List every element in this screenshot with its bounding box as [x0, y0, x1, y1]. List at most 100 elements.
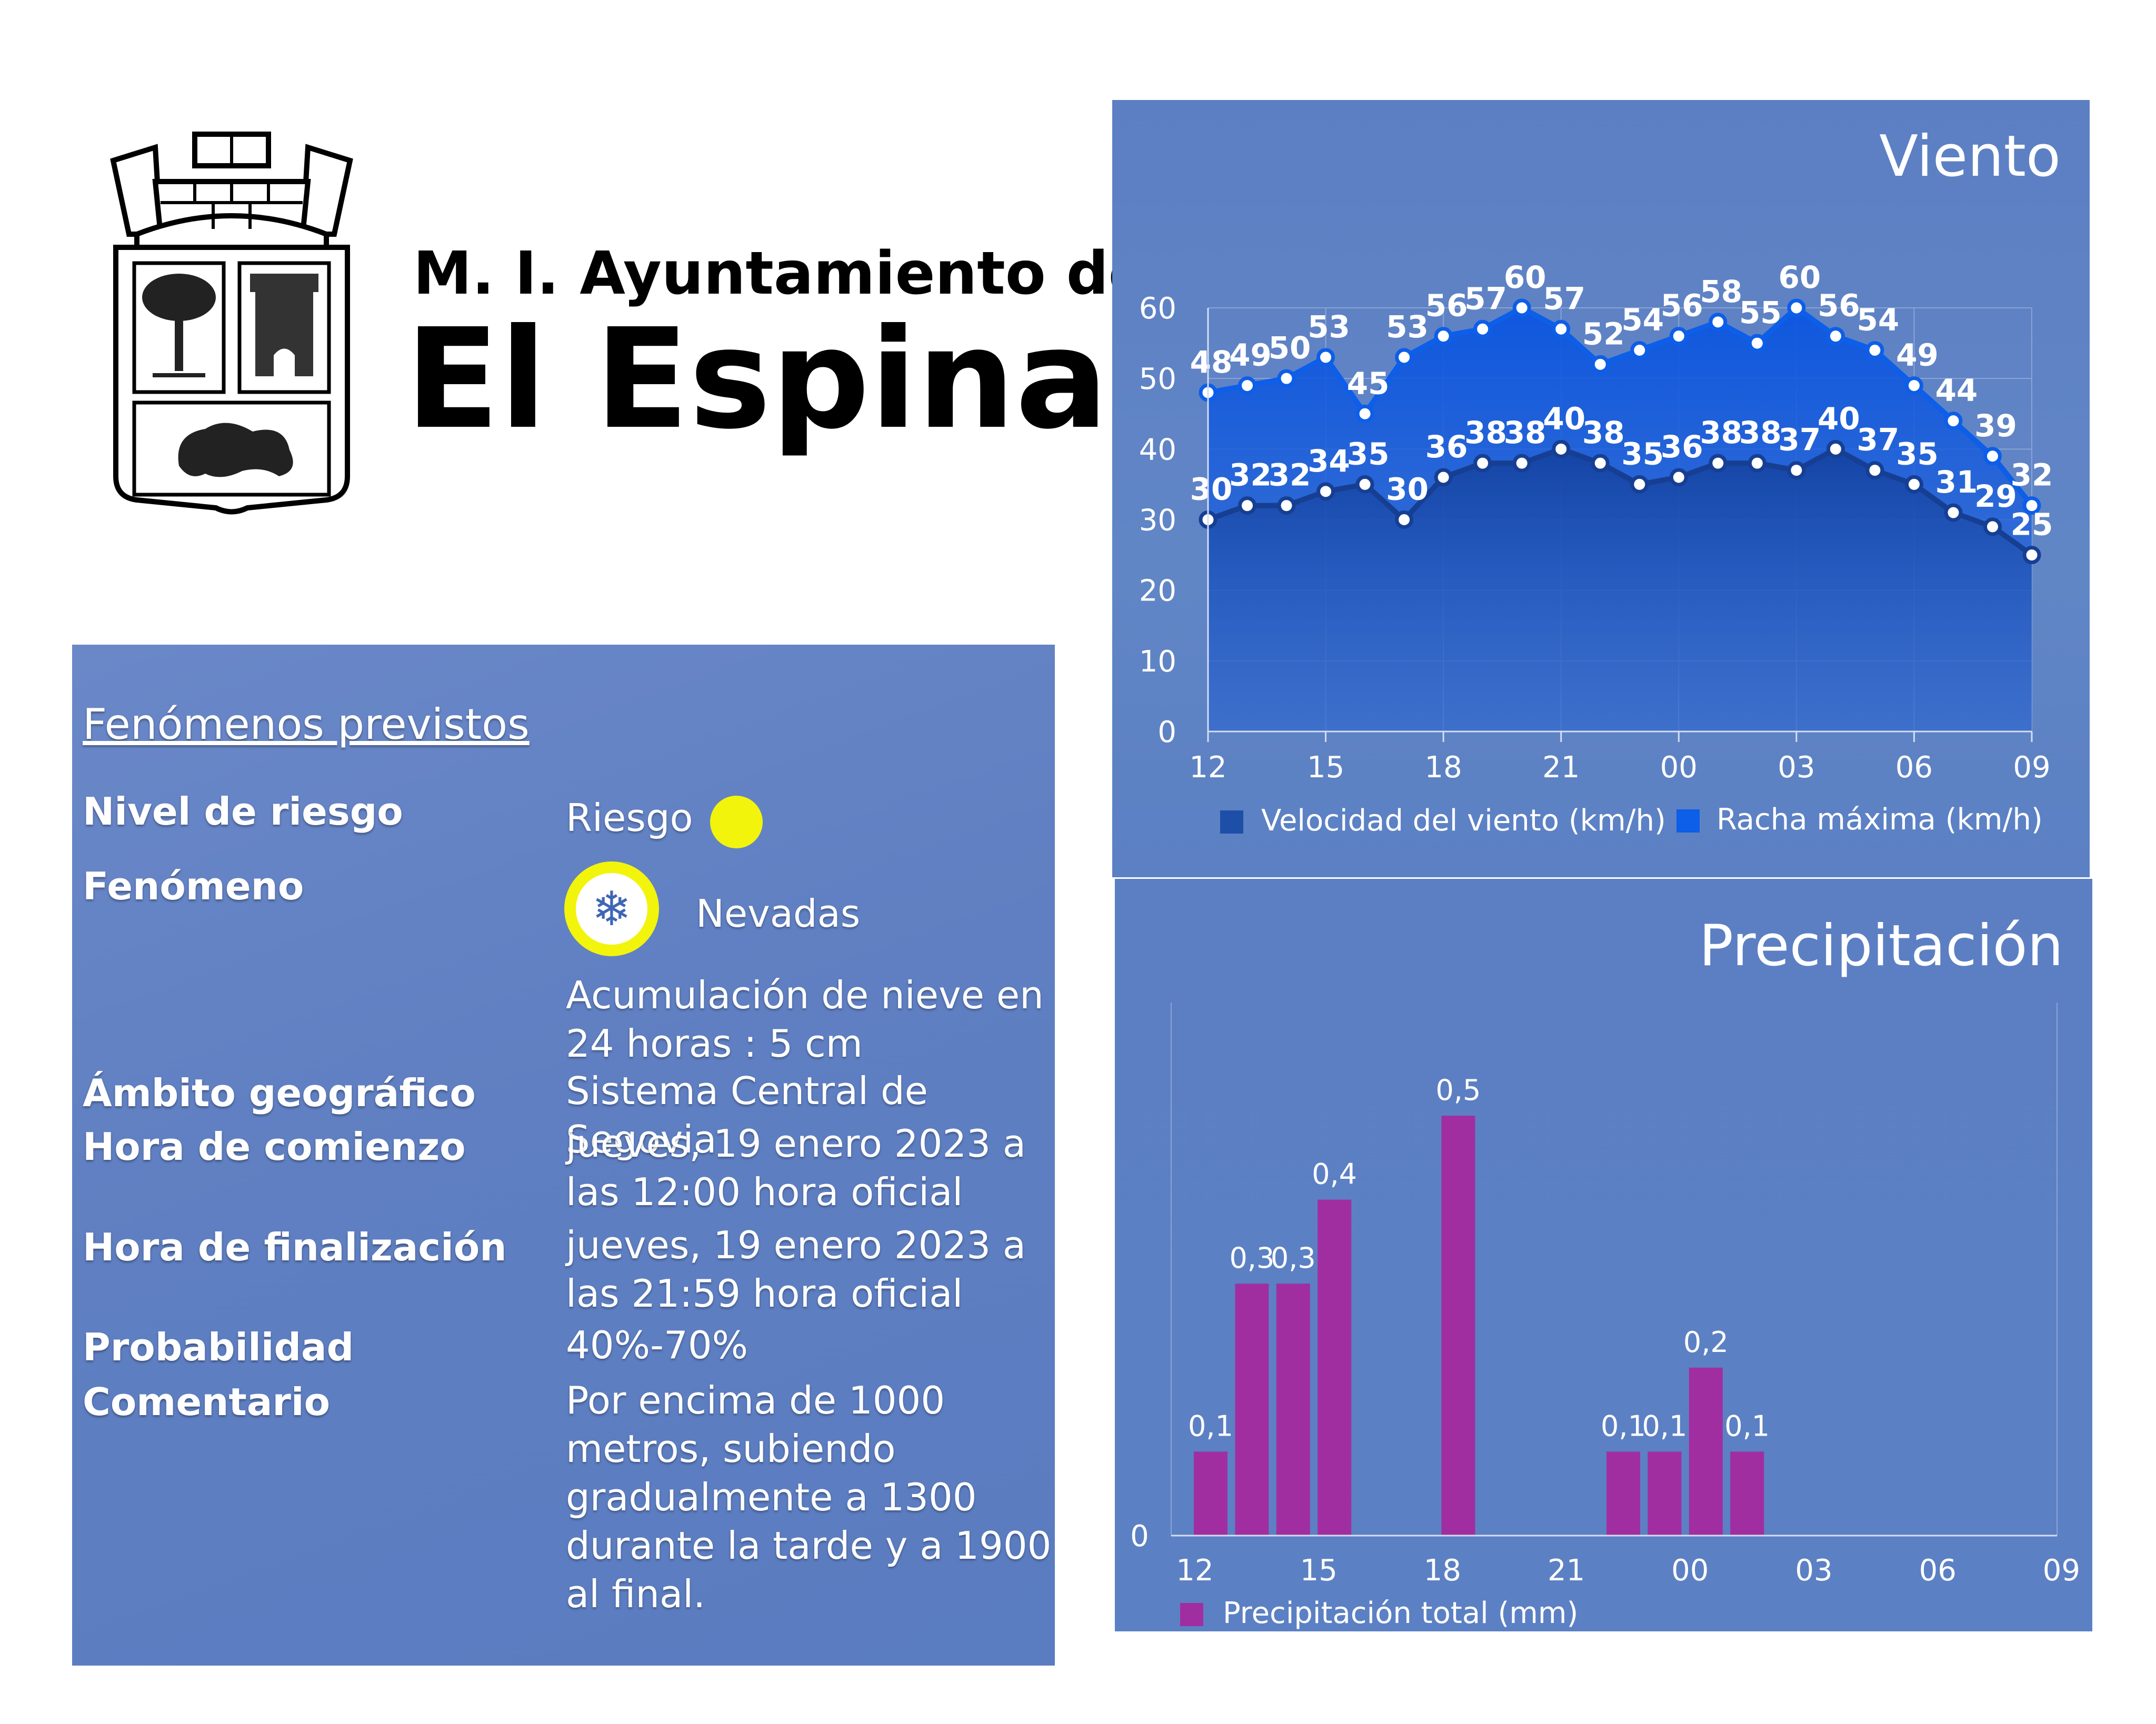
max-gust-line [1207, 304, 2034, 507]
max-gust-point [1434, 327, 1453, 346]
wind-chart: 4849505345535657605752545658556056544944… [1139, 259, 2053, 838]
wind-speed-point [1630, 475, 1649, 494]
precipitation-data-label: 0,1 [1601, 1409, 1646, 1442]
value-risk-level: Riesgo [566, 794, 1061, 842]
precipitation-data-label: 0,1 [1724, 1409, 1770, 1442]
wind-speed-data-label: 35 [1347, 436, 1390, 472]
wind-speed-point [1473, 454, 1492, 473]
legend-swatch-max-gust [1676, 809, 1700, 833]
wind-speed-data-label: 40 [1543, 400, 1585, 436]
wind-speed-point [1669, 468, 1688, 487]
max-gust-data-label: 56 [1661, 288, 1703, 324]
precipitation-bar [1194, 1451, 1227, 1536]
max-gust-data-label: 54 [1621, 302, 1664, 338]
precipitation-data-label: 0,3 [1271, 1241, 1316, 1275]
max-gust-data-label: 49 [1896, 337, 1939, 373]
max-gust-point [1355, 404, 1374, 423]
max-gust-data-label: 57 [1543, 280, 1585, 316]
precip-xtick-label: 21 [1548, 1553, 1585, 1588]
value-probability: 40%-70% [566, 1323, 748, 1367]
wind-speed-point [1355, 475, 1374, 494]
max-gust-point [1630, 341, 1649, 359]
precipitation-bar [1606, 1451, 1640, 1536]
precipitation-data-label: 0,4 [1312, 1158, 1357, 1191]
max-gust-data-label: 60 [1504, 259, 1546, 295]
wind-speed-point [1944, 503, 1963, 522]
wind-ytick-label: 60 [1139, 292, 1176, 326]
wind-chart-panel: Viento 48 49 50 53 45 53 56 57 60 57 52 54 56 58 55 60 5… [1112, 100, 2090, 877]
precipitation-data-label: 0,2 [1683, 1326, 1729, 1359]
max-gust-point [1473, 319, 1492, 338]
max-gust-point [1748, 334, 1766, 353]
max-gust-data-label: 44 [1935, 373, 1978, 408]
wind-speed-data-label: 37 [1857, 422, 1900, 458]
max-gust-data-label: 50 [1269, 330, 1311, 366]
max-gust-point [1512, 298, 1531, 317]
info-title: Fenómenos previstos [83, 700, 530, 749]
precipitation-data-label: 0,3 [1229, 1241, 1274, 1275]
max-gust-point [1983, 447, 2002, 466]
precipitation-bar [1441, 1116, 1475, 1536]
wind-xtick-label: 18 [1425, 750, 1462, 785]
max-gust-point [1904, 376, 1923, 395]
label-geographic-scope: Ámbito geográfico [83, 1071, 476, 1115]
wind-speed-point [1709, 454, 1728, 473]
risk-text: Riesgo [566, 796, 693, 840]
label-phenomenon: Fenómeno [83, 864, 304, 908]
wind-speed-point [1434, 468, 1453, 487]
header-title: El Espinar [405, 299, 1176, 459]
wind-speed-point [1552, 439, 1571, 458]
precipitation-chart: 0,10,30,30,40,50,10,10,20,1 012 15 18 21 00 0… [1130, 1003, 2080, 1630]
max-gust-point [1238, 376, 1257, 395]
legend-swatch-precipitation [1180, 1603, 1203, 1626]
precip-xtick-label: 06 [1919, 1553, 1957, 1588]
value-snow-accumulation: Acumulación de nieve en 24 horas : 5 cm [566, 973, 1044, 1066]
wind-speed-line [1207, 446, 2033, 557]
wind-ytick-label: 20 [1139, 574, 1176, 608]
wind-xtick-label: 03 [1778, 750, 1815, 785]
wind-speed-data-label: 38 [1582, 415, 1625, 450]
wind-ytick-label: 40 [1139, 433, 1176, 467]
wind-xtick-label: 06 [1895, 750, 1933, 785]
wind-speed-point [1787, 461, 1806, 480]
precip-xtick-label: 03 [1795, 1553, 1832, 1588]
wind-speed-data-label: 38 [1700, 415, 1742, 450]
label-probability: Probabilidad [83, 1325, 354, 1369]
precipitation-bar [1648, 1451, 1682, 1536]
wind-speed-data-label: 25 [2011, 507, 2053, 543]
wind-speed-point [1277, 496, 1296, 515]
value-geographic-scope: Sistema Central de Segovia [566, 1069, 928, 1161]
max-gust-point [1944, 412, 1963, 430]
snowflake-icon: ❄ [564, 861, 659, 956]
value-comment: Por encima de 1000 metros, subiendo grad… [566, 1378, 1052, 1616]
wind-speed-point [1983, 517, 2002, 536]
legend-label-max-gust: Racha máxima (km/h) [1716, 803, 2043, 837]
precipitation-chart-title: Precipitación [1699, 913, 2063, 979]
precipitation-data-label: 0,5 [1435, 1074, 1481, 1107]
wind-speed-data-label: 38 [1464, 415, 1507, 450]
max-gust-data-label: 39 [1974, 408, 2017, 444]
precip-xtick-label: 00 [1671, 1553, 1709, 1588]
value-phenomenon: Nevadas [696, 891, 861, 936]
precipitation-bar [1689, 1367, 1723, 1536]
max-gust-data-label: 56 [1818, 288, 1860, 324]
max-gust-data-label: 48 [1190, 344, 1233, 380]
precip-xtick-label: 15 [1300, 1553, 1337, 1588]
risk-level-yellow-indicator [710, 796, 763, 848]
label-end-time: Hora de finalización [83, 1225, 507, 1269]
wind-speed-data-label: 32 [1269, 457, 1311, 493]
max-gust-point [1277, 369, 1296, 388]
wind-speed-data-label: 38 [1739, 415, 1782, 450]
max-gust-point [1787, 298, 1806, 317]
wind-ytick-label: 30 [1139, 504, 1176, 538]
legend-swatch-wind-speed [1220, 810, 1243, 834]
precipitation-data-label: 0,1 [1642, 1409, 1687, 1442]
wind-xtick-label: 21 [1542, 750, 1580, 785]
label-start-time: Hora de comienzo [83, 1125, 466, 1169]
precipitation-bar [1317, 1199, 1352, 1536]
wind-speed-point [1591, 454, 1610, 473]
wind-speed-point [1865, 461, 1884, 480]
wind-speed-data-label: 35 [1621, 436, 1664, 472]
wind-ytick-label: 10 [1139, 645, 1176, 679]
max-gust-data-label: 32 [2011, 457, 2053, 493]
